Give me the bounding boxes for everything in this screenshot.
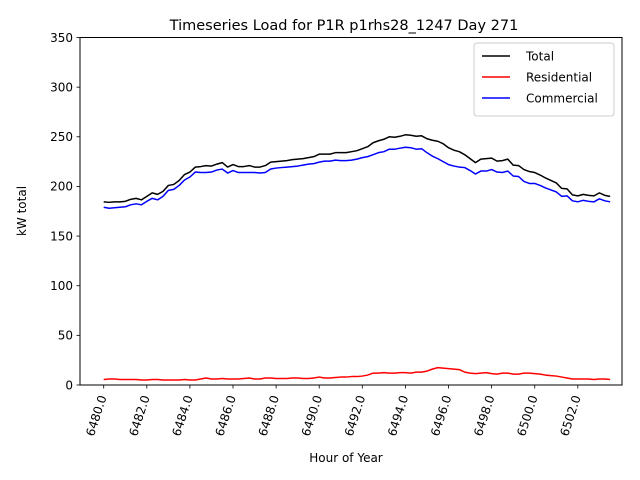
legend-label-total: Total: [525, 49, 554, 63]
y-tick-label: 250: [50, 130, 73, 144]
y-tick-label: 0: [65, 378, 73, 392]
y-axis: 0 50 100 150 200 250 300 350: [50, 31, 80, 392]
series-line-residential: [103, 366, 611, 381]
legend-label-commercial: Commercial: [526, 91, 598, 105]
legend: Total Residential Commercial: [473, 42, 615, 117]
y-tick-label: 50: [58, 329, 73, 343]
plot-frame: [79, 37, 623, 386]
legend-label-residential: Residential: [526, 70, 592, 84]
y-tick-label: 100: [50, 279, 73, 293]
y-tick-label: 200: [50, 180, 73, 194]
plot-series: [103, 134, 611, 381]
x-axis-title: Hour of Year: [309, 451, 383, 465]
y-tick-label: 150: [50, 229, 73, 243]
series-line-commercial: [103, 146, 611, 210]
chart-title: Timeseries Load for P1R p1rhs28_1247 Day…: [169, 18, 519, 34]
y-axis-title: kW total: [15, 186, 29, 236]
series-line-total: [103, 134, 611, 204]
y-tick-label: 350: [50, 31, 73, 45]
y-tick-label: 300: [50, 80, 73, 94]
